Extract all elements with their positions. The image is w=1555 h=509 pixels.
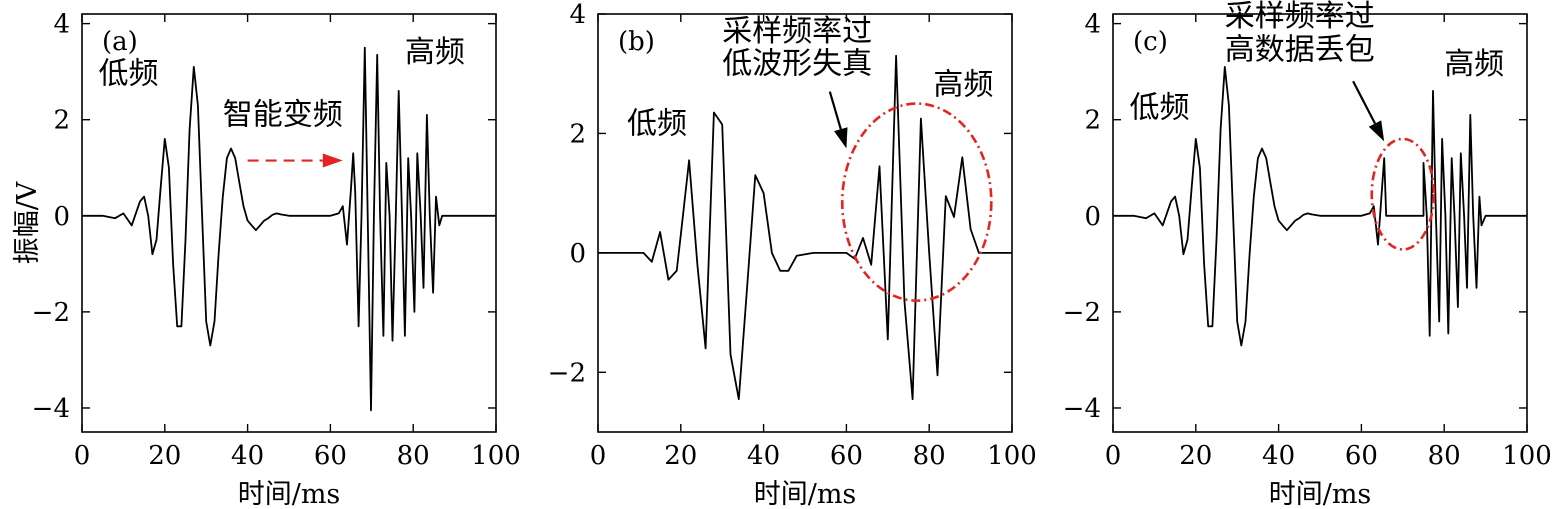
x-tick-label: 80 [913, 441, 946, 471]
highlight-ellipse [1370, 137, 1436, 251]
plot-frame [81, 13, 497, 433]
series-line [1113, 66, 1527, 347]
x-tick-label: 20 [148, 441, 181, 471]
y-axis-title: 振幅/V [12, 181, 43, 264]
panel-label: (a) [102, 27, 138, 57]
annotation-text: 采样频率过 [722, 14, 872, 49]
annotation-text: 低频 [1130, 90, 1190, 125]
annotation-text: 智能变频 [223, 98, 343, 133]
highlight-ellipse [840, 102, 993, 302]
y-tick-label: −2 [1063, 298, 1101, 328]
y-tick-label: −2 [32, 298, 70, 328]
annotation-text: 高频 [933, 68, 993, 103]
x-tick-label: 60 [830, 441, 863, 471]
series-line [82, 46, 496, 412]
y-tick-label: 2 [53, 106, 70, 136]
plot-frame [597, 13, 1013, 433]
x-tick-label: 0 [74, 441, 91, 471]
annotation-arrow [1352, 80, 1376, 125]
x-tick-label: 20 [664, 441, 697, 471]
annotation-text: 采样频率过 [1225, 0, 1375, 34]
x-tick-label: 80 [397, 441, 430, 471]
x-tick-label: 60 [1345, 441, 1378, 471]
y-tick-label: −2 [548, 358, 586, 388]
annotation-arrow [828, 91, 842, 130]
y-tick-label: −4 [32, 394, 70, 424]
y-tick-label: 0 [569, 239, 586, 269]
x-axis-title: 时间/ms [238, 479, 341, 509]
y-tick-label: 0 [53, 202, 70, 232]
y-tick-label: 4 [53, 10, 70, 40]
x-tick-label: 100 [987, 441, 1037, 471]
x-tick-label: 40 [1262, 441, 1295, 471]
annotation-text: 低波形失真 [722, 47, 872, 82]
annotation-text: 低频 [99, 57, 159, 92]
plot-frame [1112, 13, 1528, 433]
y-tick-label: 2 [1084, 106, 1101, 136]
panel-label: (c) [1133, 27, 1168, 57]
x-tick-label: 100 [1502, 441, 1552, 471]
y-tick-label: −4 [1063, 394, 1101, 424]
x-tick-label: 0 [1105, 441, 1122, 471]
x-tick-label: 100 [471, 441, 521, 471]
x-tick-label: 20 [1179, 441, 1212, 471]
panel-label: (b) [618, 27, 655, 57]
y-tick-label: 2 [569, 119, 586, 149]
x-tick-label: 80 [1428, 441, 1461, 471]
y-tick-label: 4 [1084, 10, 1101, 40]
annotation-arrow-head [1368, 120, 1385, 142]
annotation-text: 高数据丢包 [1225, 33, 1375, 68]
x-tick-label: 0 [590, 441, 607, 471]
annotation-arrow-head [322, 153, 343, 168]
annotation-text: 高频 [405, 35, 465, 70]
series-line [598, 54, 1012, 401]
x-tick-label: 60 [314, 441, 347, 471]
y-tick-label: 0 [1084, 202, 1101, 232]
x-tick-label: 40 [231, 441, 264, 471]
x-axis-title: 时间/ms [754, 479, 857, 509]
y-tick-label: 4 [569, 0, 586, 30]
annotation-arrow-head [834, 127, 848, 149]
x-tick-label: 40 [747, 441, 780, 471]
x-axis-title: 时间/ms [1269, 479, 1372, 509]
annotation-text: 低频 [627, 106, 687, 141]
annotation-text: 高频 [1444, 47, 1504, 82]
